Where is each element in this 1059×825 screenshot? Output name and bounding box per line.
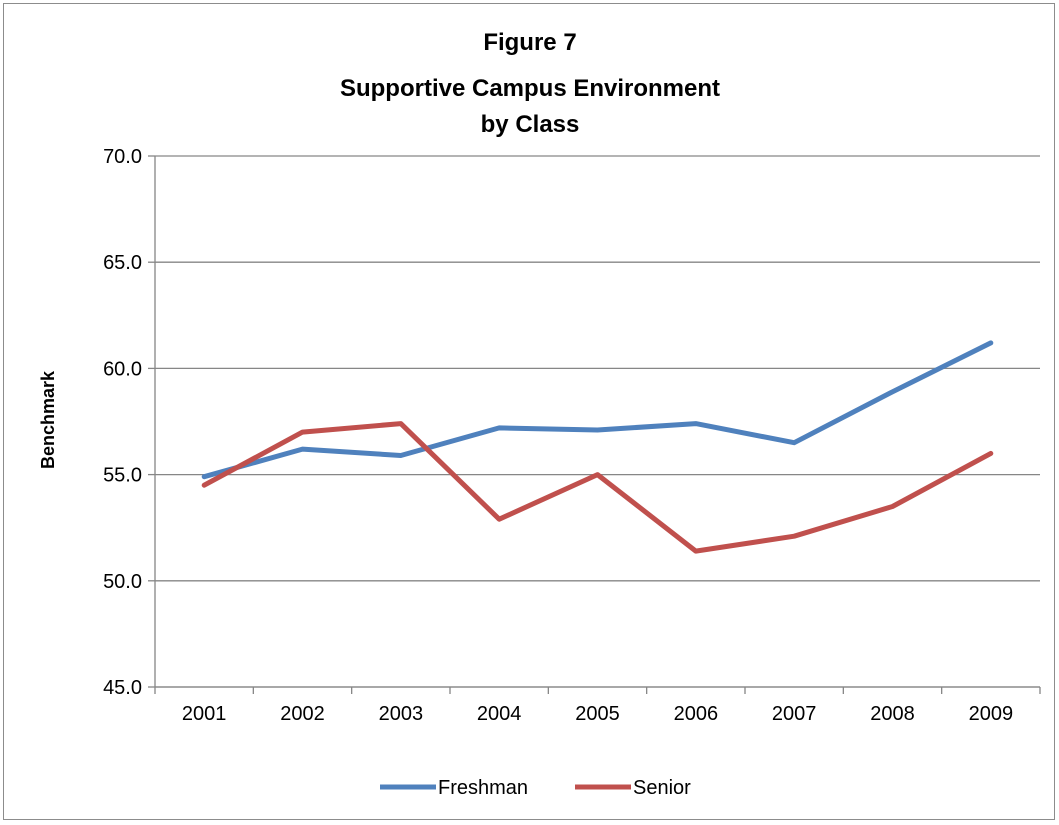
x-tick-label: 2008 [870,703,915,725]
legend-label: Freshman [438,777,528,799]
x-tick-label: 2005 [575,703,620,725]
chart-frame [3,3,1055,820]
y-tick-label: 50.0 [103,571,142,593]
x-tick-label: 2004 [477,703,522,725]
y-axis-label: Benchmark [38,370,58,469]
series-line-senior [201,421,994,554]
y-tick-label: 55.0 [103,465,142,487]
x-tick-label: 2006 [674,703,719,725]
x-tick-label: 2002 [280,703,325,725]
x-tick-label: 2009 [969,703,1014,725]
axes [148,155,1041,694]
y-tick-label: 65.0 [103,252,142,274]
chart-title-line-1: Figure 7 [483,29,576,56]
x-tick-labels: 2001 2002 2003 2004 2005 2006 2007 2008 2009 [182,703,1013,725]
y-tick-label: 60.0 [103,358,142,380]
y-tick-label: 70.0 [103,146,142,168]
chart-title: Figure 7 Supportive Campus Environment b… [340,29,720,138]
x-tick-label: 2007 [772,703,817,725]
series-line-freshman [201,340,994,480]
x-tick-label: 2001 [182,703,227,725]
gridlines [155,155,1040,688]
y-tick-label: 45.0 [103,677,142,699]
x-tick-label: 2003 [379,703,424,725]
chart-title-line-3: by Class [481,111,580,138]
y-tick-labels: 45.0 50.0 55.0 60.0 65.0 70.0 [103,146,142,699]
series-lines [201,340,994,554]
legend: Freshman Senior [380,777,691,799]
chart-title-line-2: Supportive Campus Environment [340,75,720,102]
legend-label: Senior [633,777,691,799]
